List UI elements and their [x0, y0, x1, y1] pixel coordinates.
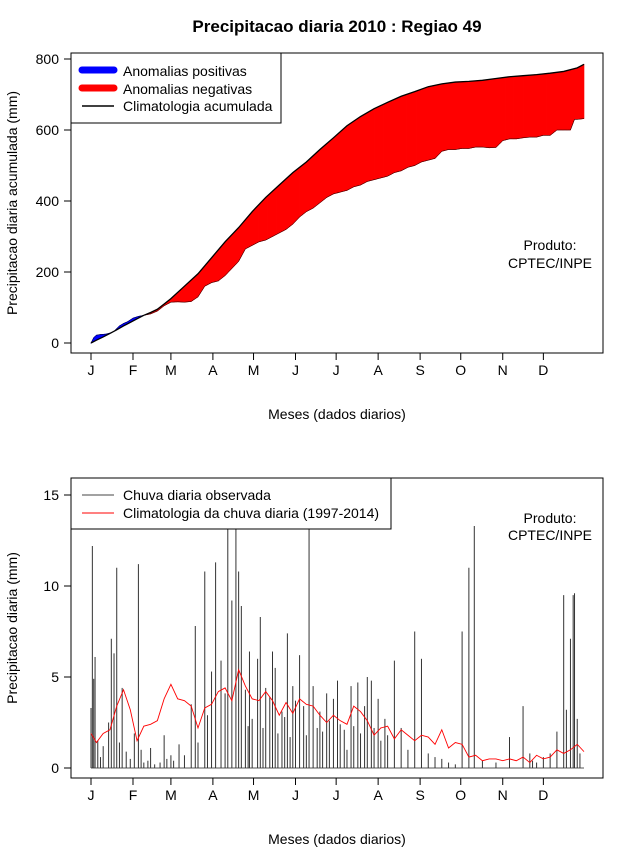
legend-daily-climatology-label: Climatologia da chuva diaria (1997-2014) — [123, 505, 379, 521]
y-tick-label: 600 — [36, 122, 60, 138]
x-tick-label: F — [129, 787, 138, 803]
bottom-annotation-line1: Produto: — [524, 510, 577, 526]
y-tick-label: 200 — [36, 264, 60, 280]
y-tick-label: 0 — [51, 335, 59, 351]
bottom-x-axis-label: Meses (dados diarios) — [268, 831, 406, 847]
legend-negative-label: Anomalias negativas — [123, 81, 252, 97]
x-tick-label: N — [498, 787, 508, 803]
y-tick-label: 5 — [51, 669, 59, 685]
chart-title: Precipitacao diaria 2010 : Regiao 49 — [192, 17, 481, 36]
x-tick-label: O — [455, 787, 466, 803]
y-tick-label: 0 — [51, 760, 59, 776]
legend-climatology-label: Climatologia acumulada — [123, 98, 273, 114]
x-tick-label: D — [538, 362, 548, 378]
top-annotation-line1: Produto: — [524, 237, 577, 253]
x-tick-label: O — [455, 362, 466, 378]
x-tick-label: A — [373, 362, 383, 378]
legend-observed-label: Chuva diaria observada — [123, 487, 271, 503]
top-climatology-line — [90, 63, 585, 344]
observed-rain-bars — [90, 525, 581, 768]
x-tick-label: A — [373, 787, 383, 803]
bottom-y-axis: 0 5 10 15 — [43, 487, 72, 776]
y-tick-label: 15 — [43, 487, 59, 503]
x-tick-label: N — [498, 362, 508, 378]
y-tick-label: 400 — [36, 193, 60, 209]
legend-positive-label: Anomalias positivas — [123, 63, 247, 79]
x-tick-label: J — [88, 362, 95, 378]
y-tick-label: 10 — [43, 578, 59, 594]
y-tick-label: 800 — [36, 51, 60, 67]
top-y-axis: 0 200 400 600 800 — [36, 51, 72, 351]
x-tick-label: J — [292, 787, 299, 803]
x-tick-label: D — [538, 787, 548, 803]
negative-anomaly-segment — [582, 63, 585, 120]
daily-chart: 0 5 10 15 J F M A M J J A S O N D Meses (dados diarios… — [4, 477, 604, 847]
x-tick-label: J — [292, 362, 299, 378]
cumulative-chart: 0 200 400 600 800 J F M A M J J A S O N D Meses (dados … — [4, 51, 604, 422]
x-tick-label: M — [248, 362, 260, 378]
observed-cumulative-line — [90, 118, 585, 344]
x-tick-label: S — [415, 362, 424, 378]
top-anomaly-areas — [90, 63, 585, 344]
x-tick-label: J — [333, 787, 340, 803]
x-tick-label: M — [248, 787, 260, 803]
top-y-axis-label: Precipitacao diaria acumulada (mm) — [4, 91, 20, 315]
top-annotation-line2: CPTEC/INPE — [508, 255, 592, 271]
top-x-axis-label: Meses (dados diarios) — [268, 406, 406, 422]
x-tick-label: J — [88, 787, 95, 803]
x-tick-label: M — [165, 787, 177, 803]
x-tick-label: A — [208, 362, 218, 378]
bottom-legend: Chuva diaria observada Climatologia da c… — [70, 477, 392, 530]
x-tick-label: J — [333, 362, 340, 378]
x-tick-label: S — [415, 787, 424, 803]
bottom-legend-box — [70, 477, 392, 530]
top-legend: Anomalias positivas Anomalias negativas … — [70, 52, 282, 124]
bottom-annotation-line2: CPTEC/INPE — [508, 527, 592, 543]
x-tick-label: M — [165, 362, 177, 378]
bottom-climatology-line — [90, 668, 585, 764]
bottom-y-axis-label: Precipitacao diaria (mm) — [4, 552, 20, 704]
x-tick-label: A — [208, 787, 218, 803]
x-tick-label: F — [129, 362, 138, 378]
